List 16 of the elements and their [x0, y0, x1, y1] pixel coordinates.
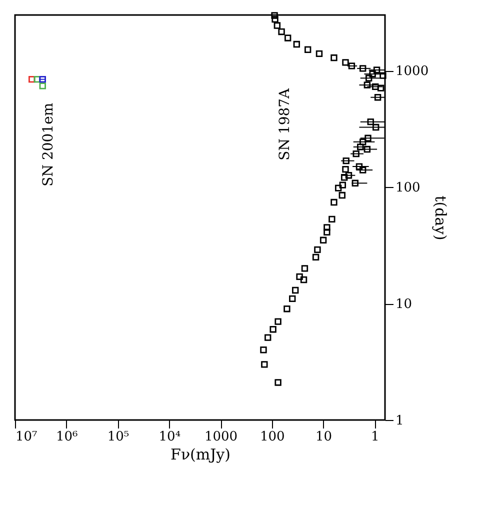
- y-tick-label: 10: [396, 297, 412, 312]
- x-tick-label: 10⁶: [56, 430, 78, 444]
- x-tick-label: 1: [371, 430, 380, 444]
- y-tick-label: 1000: [396, 64, 429, 80]
- y-tick-label: 1: [396, 414, 404, 428]
- x-tick-label: 10⁷: [16, 430, 38, 444]
- y-axis-title: t(day): [432, 196, 450, 240]
- x-tick-label: 10⁵: [107, 430, 130, 444]
- y-tick-label: 100: [396, 180, 420, 196]
- x-tick-label: 1000: [204, 430, 238, 444]
- x-tick-label: 10: [316, 430, 332, 444]
- x-tick-label: 10⁴: [158, 430, 181, 444]
- annotation: SN 1987A: [277, 87, 294, 160]
- x-axis-title: Fν(mJy): [170, 446, 230, 464]
- x-tick-label: 100: [260, 430, 285, 444]
- annotation: SN 2001em: [40, 102, 56, 186]
